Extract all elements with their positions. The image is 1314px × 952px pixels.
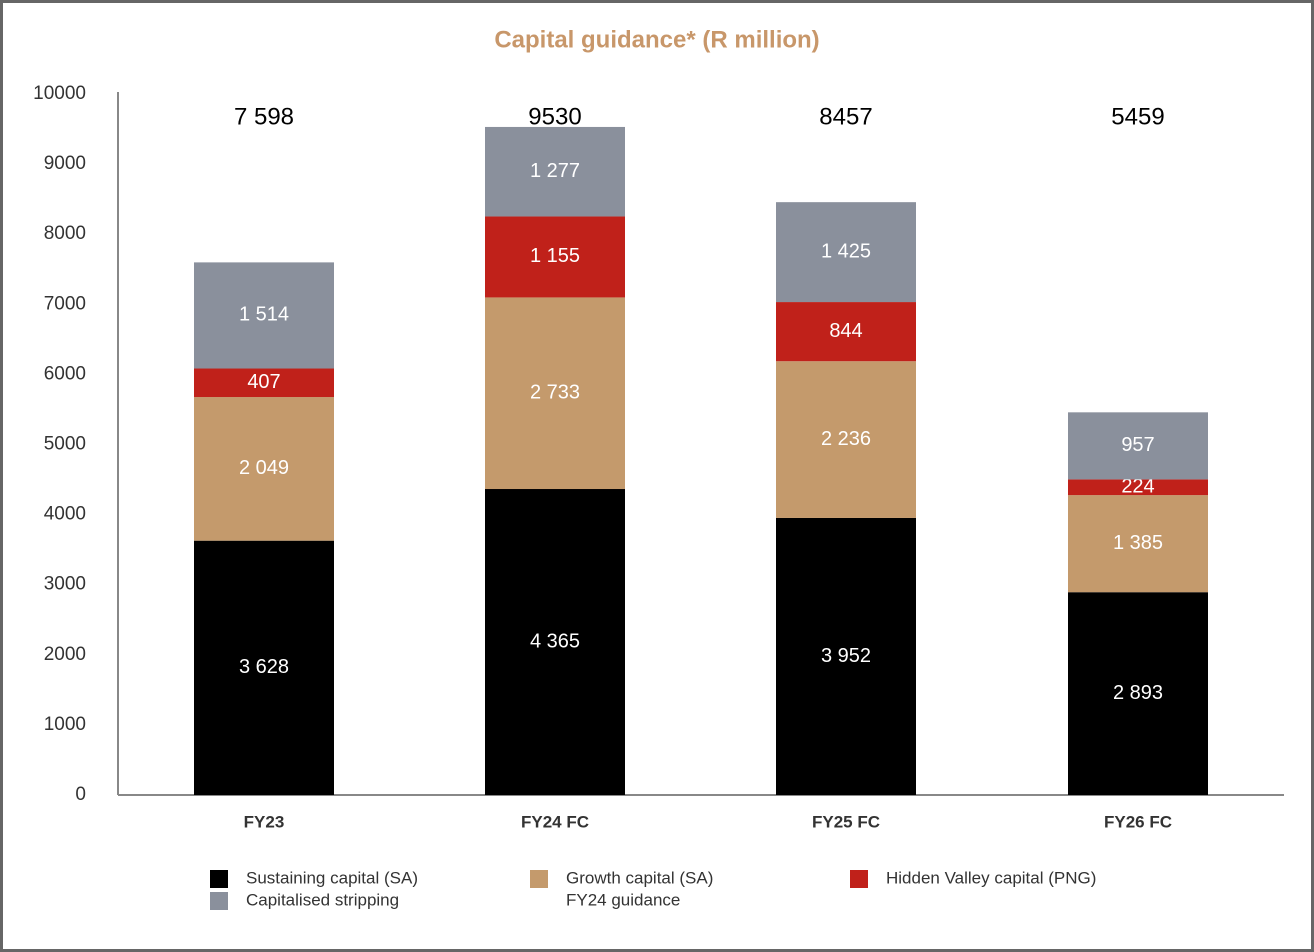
value-label: 1 425 [821, 240, 871, 262]
bar-segment [194, 540, 334, 795]
legend-swatch [850, 870, 868, 888]
bar-segment [776, 302, 916, 362]
bar-segment [776, 361, 916, 518]
value-label: 1 385 [1113, 532, 1163, 554]
value-label: 4 365 [530, 630, 580, 652]
value-label: 2 893 [1113, 682, 1163, 704]
bar-segment [485, 216, 625, 298]
value-label: 2 733 [530, 382, 580, 404]
bar-segment [1068, 495, 1208, 593]
bar-segment [1068, 592, 1208, 795]
y-tick-label: 4000 [44, 504, 86, 525]
bar-segment [485, 489, 625, 795]
value-label: 224 [1121, 476, 1154, 498]
bar-segment [1068, 479, 1208, 496]
y-tick-label: 8000 [44, 223, 86, 244]
bar-segment [194, 262, 334, 369]
legend-label: Hidden Valley capital (PNG) [886, 868, 1096, 887]
x-tick-label: FY25 FC [812, 812, 880, 831]
y-tick-label: 2000 [44, 644, 86, 665]
value-label: 1 277 [530, 160, 580, 182]
legend-label: Capitalised stripping [246, 890, 399, 909]
bar-segment [194, 397, 334, 541]
y-tick-label: 0 [75, 784, 86, 805]
value-label: 3 628 [239, 656, 289, 678]
value-label: 1 514 [239, 304, 289, 326]
y-tick-label: 6000 [44, 363, 86, 384]
value-label: 2 049 [239, 457, 289, 479]
value-label: 844 [829, 320, 862, 342]
bar-segment [1068, 412, 1208, 480]
x-tick-label: FY24 FC [521, 812, 589, 831]
y-tick-label: 10000 [33, 83, 86, 104]
total-label: 7 598 [234, 103, 294, 130]
legend-swatch [210, 870, 228, 888]
x-tick-label: FY23 [244, 812, 285, 831]
y-tick-label: 1000 [44, 714, 86, 735]
total-label: 5459 [1111, 103, 1164, 130]
total-label: 9530 [528, 103, 581, 130]
value-label: 1 155 [530, 245, 580, 267]
total-label: 8457 [819, 103, 872, 130]
bar-segment [485, 126, 625, 217]
value-label: 407 [247, 371, 280, 393]
legend-label: Sustaining capital (SA) [246, 868, 418, 887]
value-label: 957 [1121, 434, 1154, 456]
y-tick-label: 5000 [44, 434, 86, 455]
legend-swatch [530, 870, 548, 888]
bar-segment [485, 297, 625, 490]
y-tick-label: 9000 [44, 153, 86, 174]
y-tick-label: 7000 [44, 293, 86, 314]
bar-segment [194, 368, 334, 398]
x-tick-label: FY26 FC [1104, 812, 1172, 831]
legend-note: FY24 guidance [566, 890, 680, 909]
bar-segment [776, 202, 916, 303]
value-label: 3 952 [821, 645, 871, 667]
value-label: 2 236 [821, 428, 871, 450]
chart-title: Capital guidance* (R million) [494, 26, 819, 53]
legend-swatch [210, 892, 228, 910]
bar-segment [776, 517, 916, 795]
y-tick-label: 3000 [44, 574, 86, 595]
legend-label: Growth capital (SA) [566, 868, 713, 887]
